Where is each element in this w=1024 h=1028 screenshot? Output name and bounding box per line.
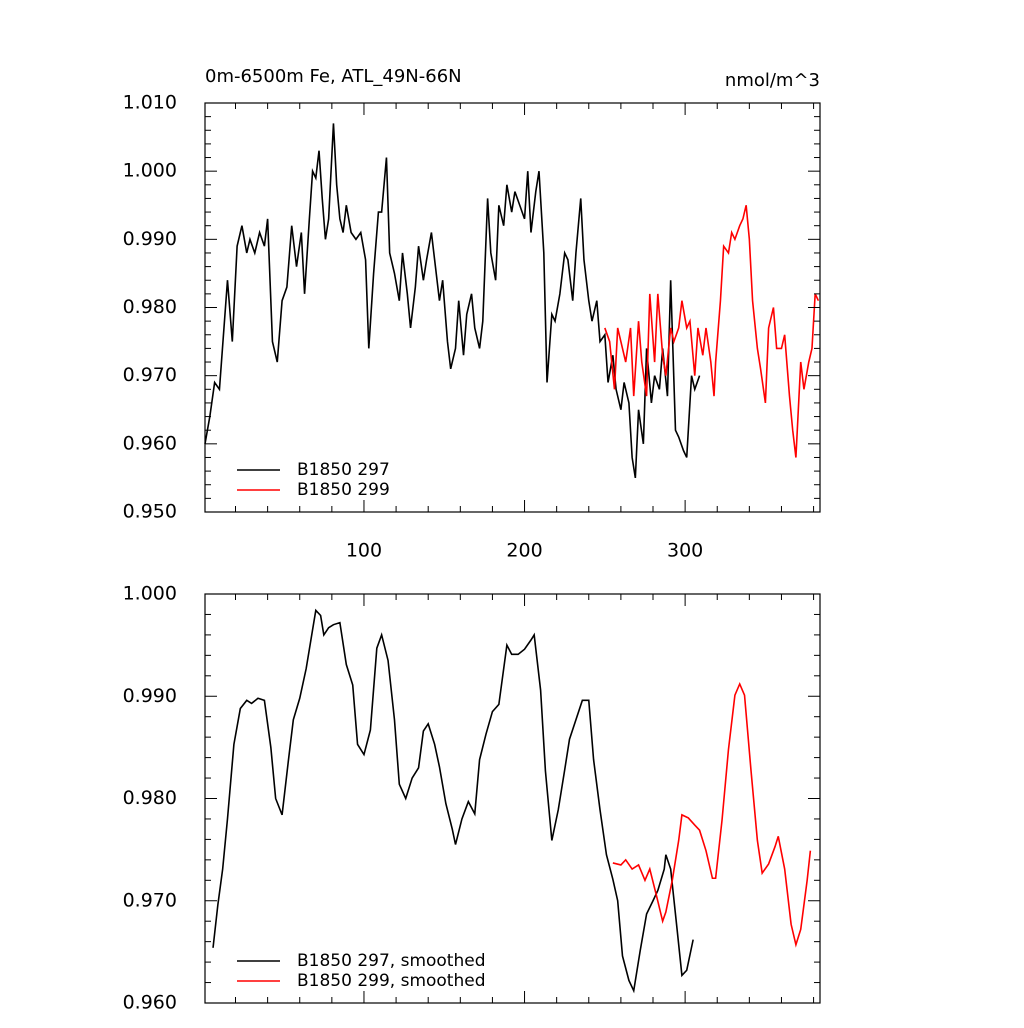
series-line — [204, 123, 701, 479]
legend-label: B1850 299, smoothed — [297, 971, 486, 991]
y-tick-label: 0.970 — [123, 889, 177, 911]
x-tick-label: 300 — [667, 540, 703, 562]
legend-label: B1850 297, smoothed — [297, 951, 486, 971]
x-tick-label: 200 — [506, 540, 542, 562]
y-tick-label: 1.000 — [123, 583, 177, 605]
plot-frame — [204, 593, 821, 1004]
series-line — [212, 608, 694, 994]
y-tick-label: 0.960 — [123, 432, 177, 454]
plot-frame — [204, 102, 821, 513]
chart-title: 0m-6500m Fe, ATL_49N-66N — [205, 66, 462, 87]
series-line — [604, 205, 820, 458]
series-line — [612, 681, 812, 948]
y-tick-label: 0.990 — [123, 685, 177, 707]
units-label: nmol/m^3 — [725, 70, 820, 91]
y-tick-label: 0.970 — [123, 364, 177, 386]
y-tick-label: 0.950 — [123, 501, 177, 523]
y-tick-label: 0.960 — [123, 992, 177, 1014]
legend-label: B1850 297 — [297, 460, 390, 480]
y-tick-label: 0.980 — [123, 787, 177, 809]
y-tick-label: 1.000 — [123, 160, 177, 182]
y-tick-label: 0.990 — [123, 228, 177, 250]
y-tick-label: 1.010 — [123, 92, 177, 114]
x-tick-label: 100 — [346, 540, 382, 562]
y-tick-label: 0.980 — [123, 296, 177, 318]
legend-label: B1850 299 — [297, 480, 390, 500]
